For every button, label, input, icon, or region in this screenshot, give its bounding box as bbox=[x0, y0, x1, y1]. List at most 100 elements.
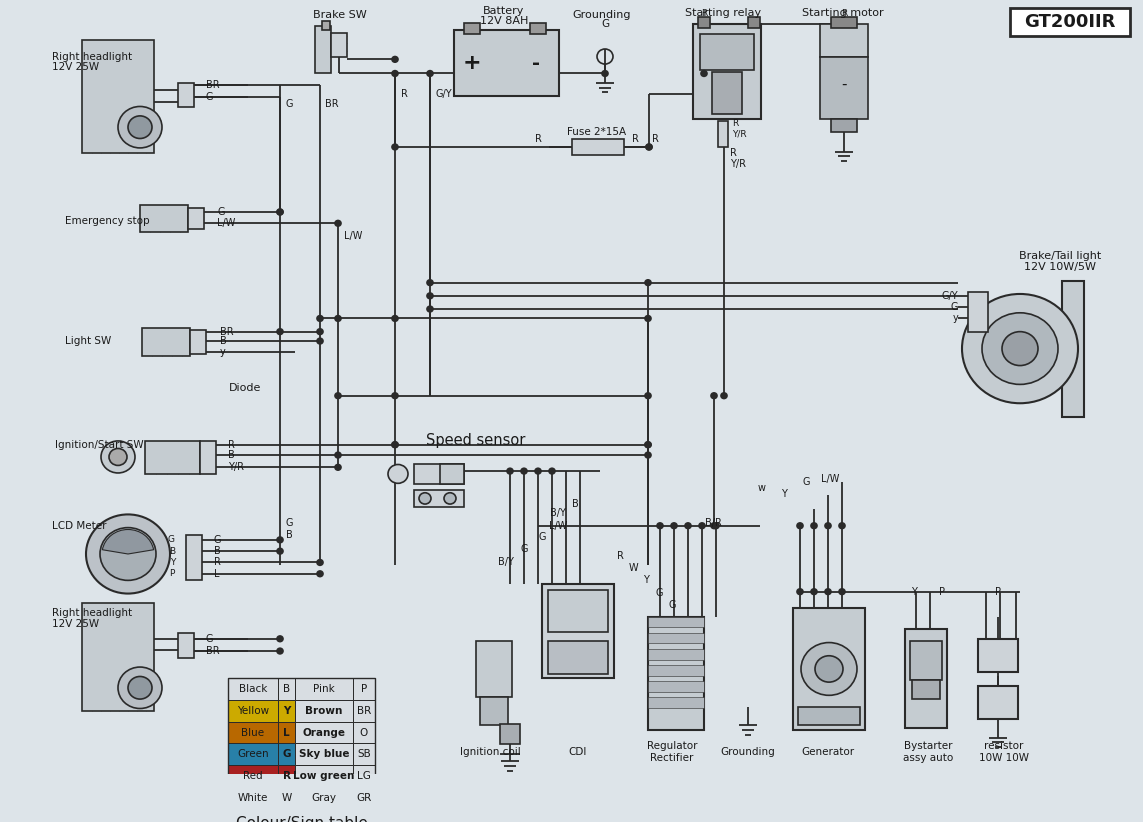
Circle shape bbox=[427, 307, 433, 312]
Text: G: G bbox=[655, 588, 663, 598]
Bar bbox=[978, 639, 1018, 672]
Text: R: R bbox=[616, 551, 623, 561]
Circle shape bbox=[700, 523, 705, 529]
Text: B: B bbox=[214, 546, 221, 556]
Text: Brake SW: Brake SW bbox=[313, 10, 367, 20]
Bar bbox=[200, 441, 216, 474]
Bar bbox=[145, 441, 200, 474]
Text: R: R bbox=[841, 9, 847, 18]
Circle shape bbox=[118, 667, 162, 709]
Text: 12V 8AH: 12V 8AH bbox=[480, 16, 528, 25]
Bar bbox=[1062, 281, 1084, 418]
Circle shape bbox=[839, 589, 845, 594]
Text: y: y bbox=[219, 348, 226, 358]
Circle shape bbox=[392, 57, 398, 62]
Bar bbox=[139, 206, 187, 232]
Text: 12V 25W: 12V 25W bbox=[51, 619, 99, 629]
Text: Yellow: Yellow bbox=[237, 706, 269, 716]
Bar bbox=[547, 640, 608, 674]
Text: -: - bbox=[841, 77, 847, 92]
Bar bbox=[454, 30, 559, 96]
Bar bbox=[295, 678, 353, 700]
Bar bbox=[278, 722, 295, 743]
Circle shape bbox=[317, 316, 323, 321]
Text: Blue: Blue bbox=[241, 727, 264, 737]
Text: Grounding: Grounding bbox=[573, 10, 631, 20]
Circle shape bbox=[335, 220, 341, 226]
Text: Red: Red bbox=[243, 771, 263, 781]
Circle shape bbox=[646, 144, 652, 150]
Bar bbox=[295, 743, 353, 765]
Bar bbox=[295, 765, 353, 787]
Circle shape bbox=[335, 452, 341, 458]
Text: 12V 25W: 12V 25W bbox=[51, 62, 99, 72]
Circle shape bbox=[427, 71, 433, 76]
Text: R: R bbox=[652, 135, 658, 145]
Text: L: L bbox=[283, 727, 290, 737]
Bar bbox=[142, 328, 190, 356]
Bar bbox=[798, 707, 860, 726]
Bar bbox=[315, 26, 331, 73]
Bar bbox=[968, 292, 988, 331]
Circle shape bbox=[419, 492, 431, 504]
Circle shape bbox=[387, 464, 408, 483]
Bar bbox=[278, 787, 295, 808]
Text: B: B bbox=[219, 336, 226, 346]
Text: Y/R: Y/R bbox=[227, 462, 243, 473]
Text: Speed sensor: Speed sensor bbox=[426, 433, 526, 449]
Text: Grounding: Grounding bbox=[720, 747, 775, 757]
Bar bbox=[912, 681, 940, 699]
Text: Pink: Pink bbox=[313, 684, 335, 695]
Text: BR: BR bbox=[325, 99, 338, 109]
Bar bbox=[698, 17, 710, 28]
Circle shape bbox=[645, 452, 652, 458]
Bar bbox=[793, 607, 865, 730]
Bar bbox=[353, 678, 375, 700]
Circle shape bbox=[815, 656, 844, 682]
Bar bbox=[414, 490, 464, 507]
Text: Bystarter
assy auto: Bystarter assy auto bbox=[903, 741, 953, 763]
Text: LG: LG bbox=[357, 771, 371, 781]
Bar bbox=[295, 700, 353, 722]
Text: Y: Y bbox=[911, 587, 917, 597]
Text: Y: Y bbox=[781, 489, 786, 499]
Bar bbox=[353, 700, 375, 722]
Circle shape bbox=[277, 636, 283, 642]
Text: W: W bbox=[629, 563, 638, 573]
Bar bbox=[227, 700, 278, 722]
Text: 12V 10W/5W: 12V 10W/5W bbox=[1024, 261, 1096, 271]
Bar bbox=[693, 25, 761, 118]
Bar bbox=[295, 722, 353, 743]
Text: G: G bbox=[669, 600, 676, 610]
Text: SB: SB bbox=[357, 749, 370, 760]
Text: G/Y: G/Y bbox=[435, 90, 453, 99]
Bar bbox=[572, 140, 624, 155]
Text: R: R bbox=[701, 9, 708, 18]
Circle shape bbox=[392, 393, 398, 399]
Circle shape bbox=[721, 393, 727, 399]
Circle shape bbox=[711, 523, 717, 529]
Circle shape bbox=[535, 469, 541, 474]
Text: P: P bbox=[361, 684, 367, 695]
Circle shape bbox=[549, 469, 555, 474]
Bar bbox=[648, 681, 704, 691]
Text: resistor
10W 10W: resistor 10W 10W bbox=[980, 741, 1029, 763]
Bar bbox=[278, 700, 295, 722]
Bar bbox=[353, 722, 375, 743]
Bar bbox=[353, 787, 375, 808]
Bar bbox=[187, 208, 203, 229]
Circle shape bbox=[427, 293, 433, 298]
Bar bbox=[475, 640, 512, 697]
Circle shape bbox=[713, 523, 719, 529]
Circle shape bbox=[99, 528, 155, 580]
Bar bbox=[227, 743, 278, 765]
Text: Ignition/Start SW: Ignition/Start SW bbox=[55, 440, 144, 450]
Circle shape bbox=[317, 338, 323, 344]
Text: G/Y: G/Y bbox=[942, 291, 958, 301]
Bar bbox=[748, 17, 760, 28]
Text: Y/R: Y/R bbox=[732, 129, 746, 138]
Text: GT200IIR: GT200IIR bbox=[1024, 12, 1116, 30]
Bar bbox=[831, 118, 857, 132]
Text: B: B bbox=[286, 530, 293, 540]
Circle shape bbox=[711, 393, 717, 399]
